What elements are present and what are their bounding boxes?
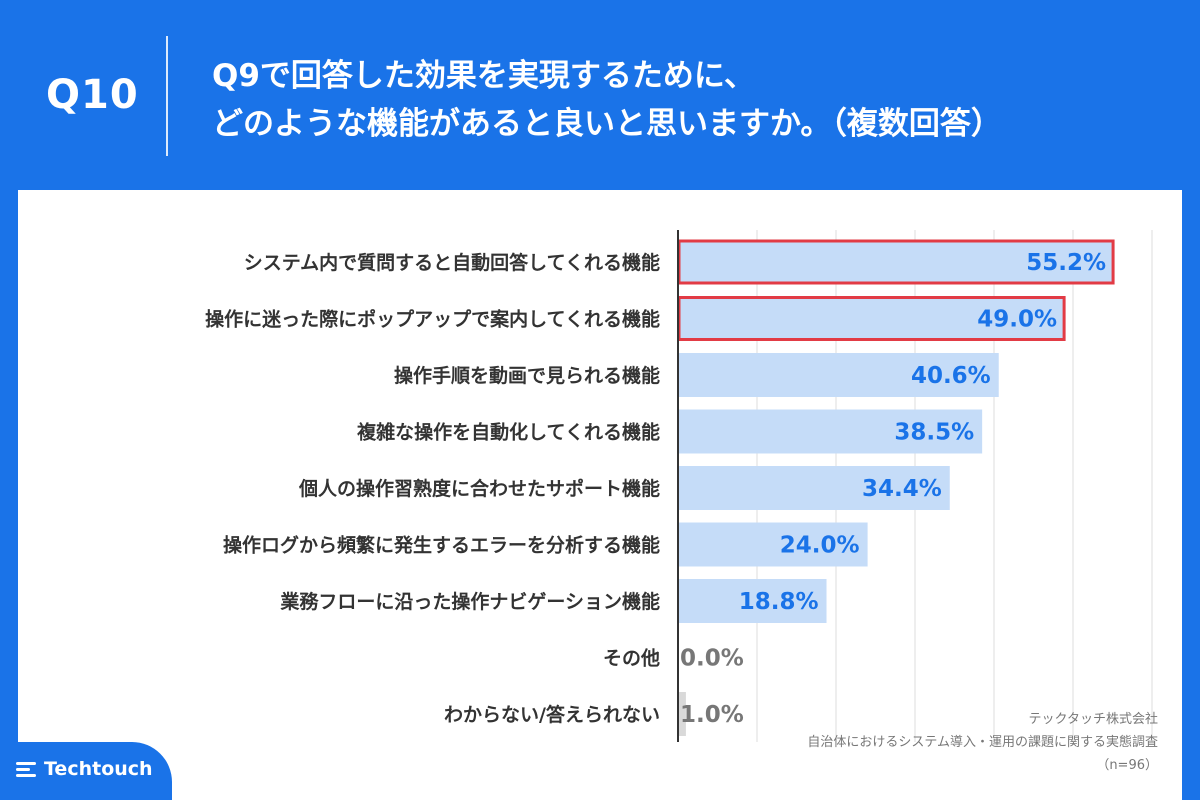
category-label: その他 <box>603 647 660 670</box>
source-company: テックタッチ株式会社 <box>1028 712 1158 727</box>
bar <box>678 522 868 567</box>
chart-panel: システム内で質問すると自動回答してくれる機能 55.2% 操作に迷った際にポップアッ… <box>18 190 1182 800</box>
value-label: 49.0% <box>977 307 1057 333</box>
bar-chart: システム内で質問すると自動回答してくれる機能 55.2% 操作に迷った際にポップアッ… <box>205 230 1153 742</box>
question-title: Q9で回答した効果を実現するために、 どのような機能があると良いと思いますか。（… <box>212 52 1172 148</box>
category-label: 操作に迷った際にポップアップで案内してくれる機能 <box>205 308 660 331</box>
bar <box>678 296 1066 341</box>
logo-text: Techtouch <box>44 758 153 780</box>
question-title-line2: どのような機能があると良いと思いますか。（複数回答） <box>212 106 1002 142</box>
techtouch-logo: Techtouch <box>16 756 153 782</box>
question-number: Q10 <box>46 72 139 118</box>
category-label: 業務フローに沿った操作ナビゲーション機能 <box>279 590 660 613</box>
value-label: 0.0% <box>680 646 744 672</box>
logo-icon <box>16 762 36 777</box>
source-note: テックタッチ株式会社 自治体におけるシステム導入・運用の課題に関する実態調査 （… <box>638 708 1158 777</box>
value-label: 55.2% <box>1026 250 1106 276</box>
category-label: わからない/答えられない <box>444 703 660 726</box>
logo-tab <box>0 742 172 800</box>
value-label: 38.5% <box>894 420 974 446</box>
value-label: 34.4% <box>862 476 942 502</box>
bar <box>678 409 983 454</box>
bar <box>678 466 950 510</box>
bar <box>678 579 827 623</box>
category-label: 複雑な操作を自動化してくれる機能 <box>356 421 660 444</box>
category-label: システム内で質問すると自動回答してくれる機能 <box>244 251 660 274</box>
header-banner: Q10 Q9で回答した効果を実現するために、 どのような機能があると良いと思いま… <box>0 0 1200 190</box>
bar <box>678 692 686 736</box>
source-sample: （n=96） <box>1096 758 1158 773</box>
bar <box>678 353 999 397</box>
header-divider <box>166 36 168 156</box>
value-label: 24.0% <box>780 533 860 559</box>
category-label: 操作手順を動画で見られる機能 <box>394 364 660 387</box>
value-label: 18.8% <box>739 589 819 615</box>
source-survey: 自治体におけるシステム導入・運用の課題に関する実態調査 <box>807 735 1158 750</box>
category-label: 操作ログから頻繁に発生するエラーを分析する機能 <box>223 534 660 557</box>
category-label: 個人の操作習熟度に合わせたサポート機能 <box>298 477 660 500</box>
question-title-line1: Q9で回答した効果を実現するために、 <box>212 58 755 94</box>
value-label: 40.6% <box>911 363 991 389</box>
value-label: 1.0% <box>680 702 744 728</box>
bar <box>678 240 1115 284</box>
